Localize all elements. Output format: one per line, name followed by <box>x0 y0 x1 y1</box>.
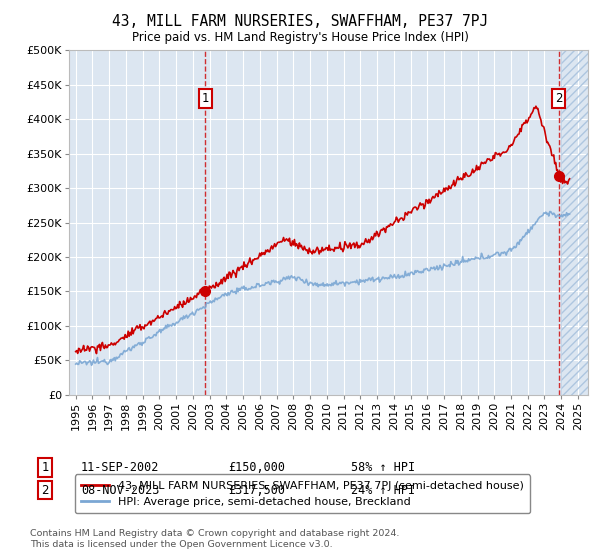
Text: 58% ↑ HPI: 58% ↑ HPI <box>351 461 415 474</box>
Text: £150,000: £150,000 <box>228 461 285 474</box>
Text: 11-SEP-2002: 11-SEP-2002 <box>81 461 160 474</box>
Text: 08-NOV-2023: 08-NOV-2023 <box>81 483 160 497</box>
Text: 24% ↑ HPI: 24% ↑ HPI <box>351 483 415 497</box>
Bar <box>561 50 588 395</box>
Bar <box>561 50 588 395</box>
Text: Contains HM Land Registry data © Crown copyright and database right 2024.
This d: Contains HM Land Registry data © Crown c… <box>30 529 400 549</box>
Text: £317,500: £317,500 <box>228 483 285 497</box>
Legend: 43, MILL FARM NURSERIES, SWAFFHAM, PE37 7PJ (semi-detached house), HPI: Average : 43, MILL FARM NURSERIES, SWAFFHAM, PE37 … <box>74 474 530 514</box>
Text: 1: 1 <box>41 461 49 474</box>
Text: 43, MILL FARM NURSERIES, SWAFFHAM, PE37 7PJ: 43, MILL FARM NURSERIES, SWAFFHAM, PE37 … <box>112 14 488 29</box>
Text: 2: 2 <box>41 483 49 497</box>
Text: Price paid vs. HM Land Registry's House Price Index (HPI): Price paid vs. HM Land Registry's House … <box>131 31 469 44</box>
Text: 1: 1 <box>202 92 209 105</box>
Text: 2: 2 <box>555 92 562 105</box>
Bar <box>561 50 588 395</box>
